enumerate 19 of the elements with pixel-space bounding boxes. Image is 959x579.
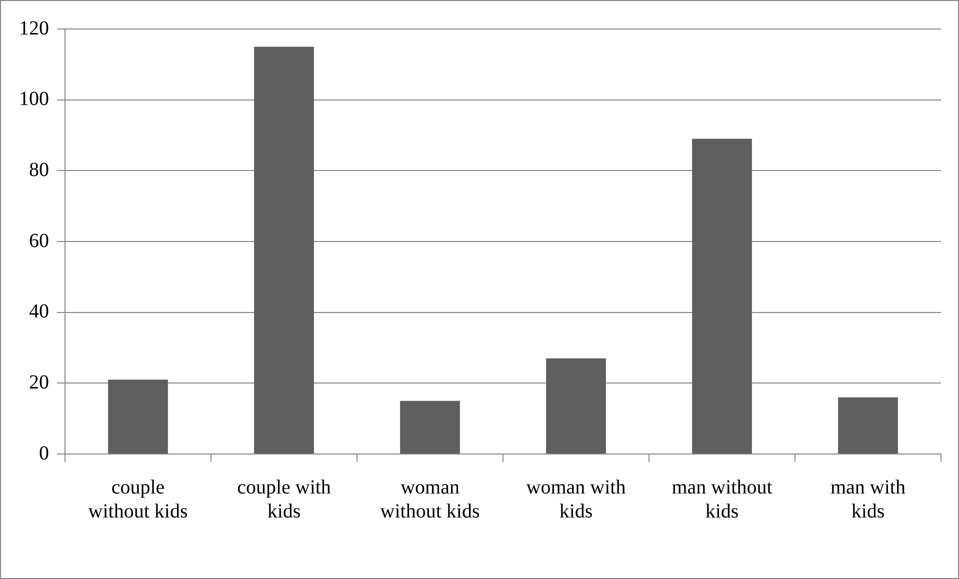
y-tick-label: 80 [29, 158, 49, 181]
y-tick-label: 100 [19, 88, 49, 110]
x-tick-label: woman with kids [526, 476, 626, 522]
x-tick-label: man without kids [672, 476, 773, 522]
x-tick-label: couple with kids [237, 476, 331, 522]
x-tick-label: couple without kids [88, 476, 188, 522]
y-tick-label: 40 [29, 300, 49, 323]
bar [108, 380, 168, 454]
y-tick-label: 120 [19, 17, 49, 40]
y-tick-label: 0 [39, 442, 49, 464]
y-tick-label: 20 [29, 371, 49, 394]
bar [838, 397, 898, 454]
bar [692, 138, 752, 454]
y-tick-label: 60 [29, 230, 49, 252]
bar [400, 400, 460, 454]
x-tick-label: man with kids [830, 476, 906, 522]
x-tick-label: woman without kids [380, 476, 480, 522]
bar [546, 358, 606, 454]
bar [254, 46, 314, 454]
